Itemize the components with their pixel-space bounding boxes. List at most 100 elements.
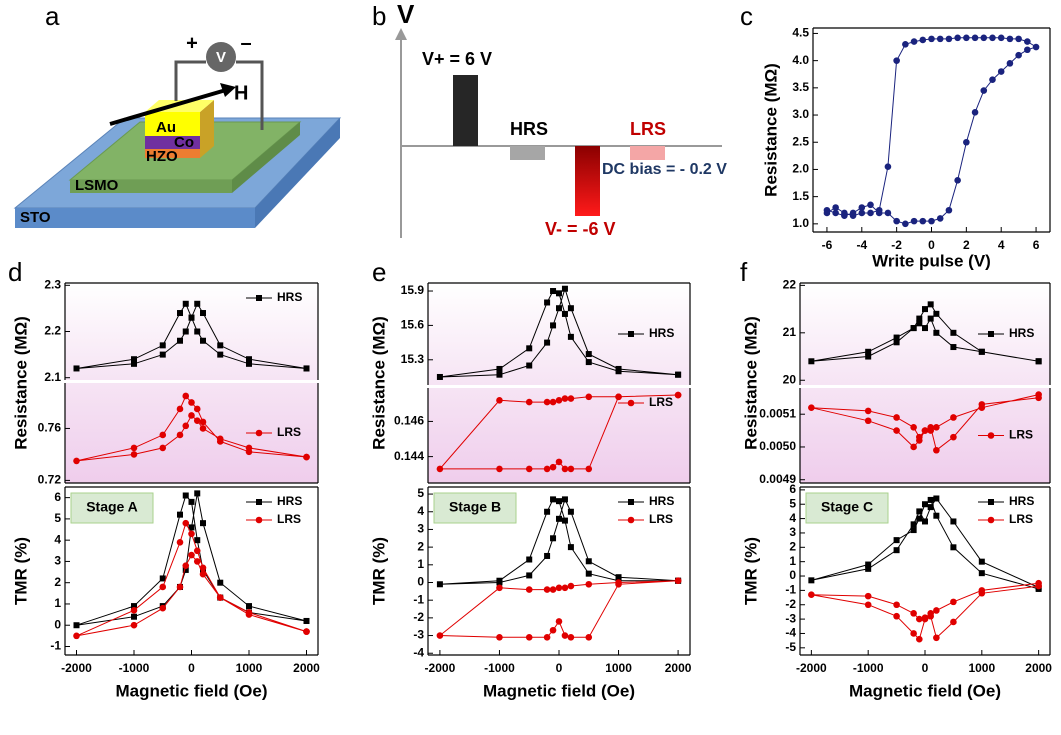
marker xyxy=(933,329,940,336)
marker xyxy=(1024,46,1031,54)
marker xyxy=(910,38,918,45)
legend-label: LRS xyxy=(1009,428,1033,442)
marker xyxy=(550,535,557,542)
marker xyxy=(893,217,900,225)
y-axis-label: TMR (%) xyxy=(11,537,30,605)
marker xyxy=(933,424,940,431)
x-tick-label: 0 xyxy=(922,661,929,675)
y-tick-label: 0 xyxy=(789,568,796,582)
stage-label: Stage A xyxy=(86,499,138,515)
x-tick-label: 1000 xyxy=(968,661,995,675)
marker xyxy=(130,444,138,452)
arrow-head xyxy=(220,83,236,97)
marker xyxy=(130,607,138,614)
marker xyxy=(823,209,831,217)
marker xyxy=(561,517,568,524)
marker xyxy=(550,322,557,329)
y-tick-label: 21 xyxy=(783,325,797,339)
marker xyxy=(910,527,917,534)
y-tick-label: 0 xyxy=(54,617,61,631)
y-tick-label: 4.5 xyxy=(792,26,809,40)
marker xyxy=(867,201,874,209)
marker xyxy=(193,405,201,413)
y-tick-label: 3 xyxy=(54,554,61,568)
marker xyxy=(933,495,940,502)
annotation: V+ = 6 V xyxy=(422,49,492,69)
x-axis-label: Magnetic field (Oe) xyxy=(849,681,1001,700)
marker xyxy=(989,76,996,83)
layer-label: HZO xyxy=(146,148,178,165)
marker xyxy=(525,465,533,473)
y-tick-label: 15.3 xyxy=(401,352,425,366)
marker xyxy=(526,345,533,352)
marker xyxy=(159,604,167,612)
marker xyxy=(159,351,166,358)
marker xyxy=(1035,582,1042,590)
device-schematic xyxy=(13,42,342,228)
marker xyxy=(865,565,872,572)
y-tick-label: 4 xyxy=(789,511,796,525)
marker xyxy=(922,306,928,313)
legend-marker xyxy=(628,499,634,505)
marker xyxy=(176,583,184,591)
plot-background xyxy=(428,283,690,385)
marker xyxy=(193,547,201,555)
marker xyxy=(916,320,923,327)
marker xyxy=(561,285,568,292)
marker xyxy=(550,288,557,295)
marker xyxy=(893,601,900,609)
marker xyxy=(832,209,839,217)
marker xyxy=(978,558,985,565)
marker xyxy=(544,508,551,515)
marker xyxy=(188,551,195,559)
y-axis-label: TMR (%) xyxy=(369,537,388,605)
plot-background xyxy=(428,388,690,483)
marker xyxy=(832,204,839,211)
marker xyxy=(864,592,872,600)
x-tick-label: 0 xyxy=(928,238,935,252)
marker xyxy=(543,634,551,641)
marker xyxy=(933,512,940,519)
x-tick-label: 0 xyxy=(556,661,563,675)
marker xyxy=(193,417,201,424)
marker xyxy=(933,446,940,454)
x-tick-label: -1000 xyxy=(484,661,515,675)
marker xyxy=(980,87,988,94)
marker xyxy=(916,315,923,322)
lsmo-side xyxy=(232,122,300,193)
marker xyxy=(193,558,201,565)
axis-arrow xyxy=(395,28,407,40)
marker xyxy=(933,607,940,614)
marker xyxy=(1032,43,1040,51)
y-tick-label: 0.146 xyxy=(394,414,424,428)
y-tick-label: 0.0049 xyxy=(759,472,796,486)
legend-label: HRS xyxy=(649,326,674,340)
marker xyxy=(858,209,866,217)
y-tick-label: 15.6 xyxy=(401,318,425,332)
marker xyxy=(916,635,923,643)
au-layer xyxy=(145,112,200,136)
y-tick-label: -4 xyxy=(413,645,424,659)
marker xyxy=(865,348,872,355)
marker xyxy=(936,215,944,222)
y-tick-label: 5 xyxy=(417,486,424,500)
marker xyxy=(561,310,568,317)
marker xyxy=(182,562,190,569)
panel-letter: c xyxy=(740,1,753,31)
marker xyxy=(910,325,917,332)
marker xyxy=(950,618,957,626)
marker xyxy=(893,57,900,64)
marker xyxy=(188,524,195,531)
marker xyxy=(922,518,928,525)
legend-marker xyxy=(987,432,995,439)
annotation: DC bias = - 0.2 V xyxy=(602,161,727,178)
marker xyxy=(585,634,593,641)
marker xyxy=(188,498,195,505)
marker xyxy=(199,425,207,432)
marker xyxy=(841,209,848,217)
marker xyxy=(585,359,592,366)
marker xyxy=(1006,35,1014,43)
marker xyxy=(927,612,934,620)
marker xyxy=(199,418,207,426)
marker xyxy=(159,431,167,439)
